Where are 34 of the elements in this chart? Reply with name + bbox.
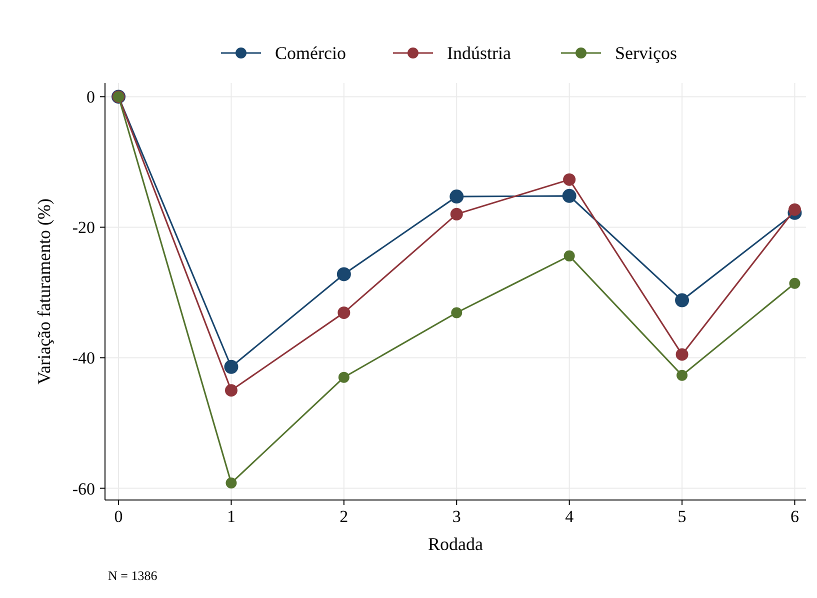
text: N = 1386 — [108, 568, 158, 583]
y-tick-label: -20 — [72, 218, 95, 238]
y-tick-label: 0 — [86, 88, 95, 107]
x-tick-label: 5 — [678, 507, 686, 526]
point — [451, 307, 462, 318]
y-tick-label: -40 — [72, 348, 95, 368]
x-tick-label: 1 — [226, 507, 236, 526]
x-tick-label: 4 — [565, 507, 574, 526]
x-axis-title: Rodada — [428, 534, 484, 554]
point — [450, 208, 463, 220]
point — [564, 250, 575, 262]
point — [450, 190, 464, 204]
y-axis-title: Variação faturamento (%) — [34, 198, 54, 384]
point — [675, 293, 690, 308]
point — [336, 267, 351, 282]
point — [562, 188, 576, 203]
x-tick-label: 2 — [340, 507, 348, 526]
x-tick-label: 6 — [790, 507, 799, 526]
y-tick-label: -60 — [72, 479, 95, 498]
point — [563, 173, 576, 186]
legend-label: Serviços — [615, 43, 677, 63]
point — [789, 278, 800, 289]
point — [224, 384, 238, 397]
legend-label: Indústria — [447, 43, 511, 63]
legend-label: Comércio — [275, 43, 346, 63]
x-tick-label: 3 — [452, 507, 461, 526]
point — [224, 360, 238, 374]
point — [676, 348, 688, 361]
point — [676, 370, 688, 381]
point — [338, 372, 350, 383]
x-tick-label: 0 — [114, 507, 123, 526]
point — [788, 203, 801, 216]
point — [226, 478, 237, 489]
point — [338, 306, 350, 319]
